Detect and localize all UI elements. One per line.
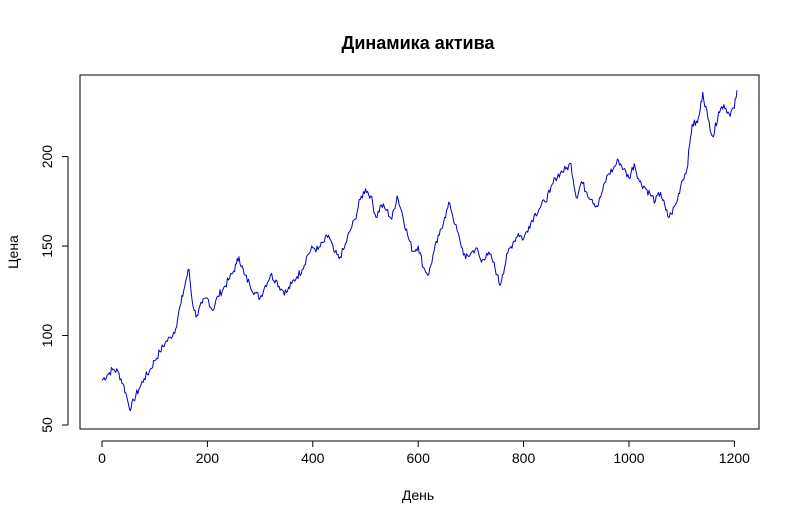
plot-frame — [79, 74, 760, 430]
x-tick-label: 1200 — [719, 450, 750, 466]
x-tick-label: 800 — [512, 450, 536, 466]
y-tick-label: 150 — [39, 234, 55, 258]
x-axis: 0 200 400 600 800 1000 1200 — [98, 440, 750, 466]
x-tick-label: 0 — [98, 450, 106, 466]
x-tick-label: 1000 — [613, 450, 644, 466]
y-tick-label: 100 — [39, 324, 55, 348]
x-tick-label: 200 — [196, 450, 220, 466]
y-axis-label: Цена — [5, 235, 21, 269]
y-tick-label: 50 — [39, 417, 55, 433]
price-series-line — [101, 90, 738, 412]
x-tick-label: 600 — [407, 450, 431, 466]
y-axis: 50 100 150 200 — [39, 145, 69, 433]
x-tick-label: 400 — [301, 450, 325, 466]
y-tick-label: 200 — [39, 145, 55, 169]
series-layer — [101, 90, 738, 412]
x-axis-label: День — [402, 487, 434, 503]
chart-title: Динамика актива — [342, 33, 496, 53]
